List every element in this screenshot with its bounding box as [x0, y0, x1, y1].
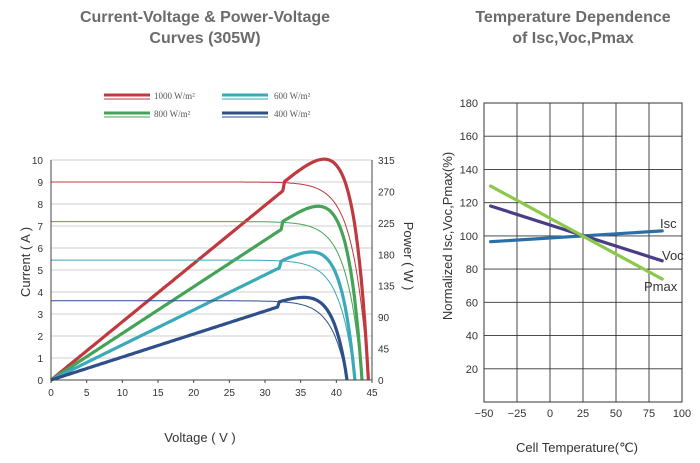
- iv-x-axis-label: Voltage ( V ): [164, 430, 236, 445]
- iv-axes: 0 5 10 15 20 25 30 35 40 450123456789100459013518…: [32, 156, 395, 399]
- iv-y-tick-label: 5: [37, 266, 43, 277]
- iv-y2-tick-label: 135: [378, 282, 395, 293]
- iv-chart-title-line2: Curves (305W): [149, 30, 260, 47]
- iv-y-axis-label: Current ( A ): [18, 227, 33, 297]
- iv-legend: 1000 W/m² 800 W/m² 600 W/m² 400 W/m²: [104, 91, 311, 119]
- temp-x-tick-label: 50: [610, 408, 622, 420]
- iv-y-tick-label: 8: [37, 200, 43, 211]
- temp-series-label: Pmax: [644, 279, 678, 294]
- iv-y-tick-label: 7: [37, 222, 43, 233]
- iv-x-tick-label: 0: [48, 388, 54, 399]
- temp-series-line: [489, 229, 664, 244]
- iv-x-tick-label: 15: [152, 388, 164, 399]
- iv-y-tick-label: 3: [37, 310, 43, 321]
- temp-grid: [483, 102, 683, 403]
- temp-y-axis-label: Normalized Isc,Voc,Pmax(%): [440, 152, 455, 320]
- temp-series-label: Voc: [662, 248, 684, 263]
- iv-x-tick-label: 10: [117, 388, 129, 399]
- iv-y2-tick-label: 0: [378, 376, 384, 387]
- iv-power-curve: [50, 250, 357, 382]
- iv-y2-axis-label: Power ( W ): [401, 222, 416, 291]
- iv-x-tick-label: 40: [331, 388, 343, 399]
- iv-x-tick-label: 30: [259, 388, 271, 399]
- iv-y-tick-label: 1: [37, 354, 43, 365]
- iv-y-tick-label: 2: [37, 332, 43, 343]
- iv-y2-tick-label: 45: [378, 345, 390, 356]
- iv-y2-tick-label: 90: [378, 313, 390, 324]
- iv-chart-title-line1: Current-Voltage & Power-Voltage: [80, 9, 330, 26]
- temp-x-axis-label: Cell Temperature(℃): [516, 440, 638, 455]
- temp-x-tick-label: 25: [577, 408, 589, 420]
- temp-y-tick-label: 80: [466, 264, 478, 276]
- temp-y-tick-label: 100: [460, 231, 478, 243]
- temp-axes: −50 −25 0 25 50 75 100 20 40 60 80 100 120 140 160 180: [460, 98, 692, 420]
- iv-y-tick-label: 9: [37, 178, 43, 189]
- temp-chart-title-line2: of Isc,Voc,Pmax: [512, 30, 634, 47]
- iv-y2-tick-label: 270: [378, 187, 395, 198]
- temp-y-tick-label: 40: [466, 331, 478, 343]
- iv-y2-tick-label: 315: [378, 156, 395, 167]
- temp-x-tick-label: 0: [547, 408, 553, 420]
- iv-current-curve: [51, 300, 348, 381]
- temp-x-tick-label: −50: [475, 408, 494, 420]
- iv-y2-tick-label: 180: [378, 250, 395, 261]
- temp-y-tick-label: 60: [466, 297, 478, 309]
- temp-series-label: Isc: [660, 216, 677, 231]
- temp-y-tick-label: 180: [460, 98, 478, 110]
- iv-y2-tick-label: 225: [378, 219, 395, 230]
- iv-y-tick-label: 6: [37, 244, 43, 255]
- iv-power-curve: [50, 295, 349, 382]
- temp-y-tick-label: 120: [460, 198, 478, 210]
- iv-x-tick-label: 20: [188, 388, 200, 399]
- temp-lines: Isc Voc Pmax: [489, 184, 684, 294]
- temp-y-tick-label: 140: [460, 164, 478, 176]
- iv-legend-label: 1000 W/m²: [154, 91, 195, 101]
- iv-x-tick-label: 25: [224, 388, 236, 399]
- iv-x-tick-label: 35: [295, 388, 307, 399]
- iv-legend-label: 800 W/m²: [154, 109, 191, 119]
- iv-current-curve: [51, 181, 369, 381]
- iv-current-curve: [51, 259, 356, 381]
- iv-legend-label: 600 W/m²: [274, 91, 311, 101]
- iv-curves: [49, 157, 370, 382]
- temp-series-line: [489, 184, 664, 281]
- iv-power-curve: [49, 157, 370, 382]
- temp-x-tick-label: 75: [643, 408, 655, 420]
- temp-y-tick-label: 160: [460, 131, 478, 143]
- iv-x-tick-label: 45: [366, 388, 378, 399]
- temp-x-tick-label: 100: [673, 408, 691, 420]
- iv-x-tick-label: 5: [84, 388, 90, 399]
- temp-chart-title-line1: Temperature Dependence: [475, 9, 670, 26]
- iv-y-tick-label: 0: [37, 376, 43, 387]
- iv-y-tick-label: 10: [32, 156, 44, 167]
- temp-x-tick-label: −25: [508, 408, 527, 420]
- iv-legend-label: 400 W/m²: [274, 109, 311, 119]
- iv-current-curve: [51, 221, 363, 381]
- temp-y-tick-label: 20: [466, 364, 478, 376]
- iv-y-tick-label: 4: [37, 288, 43, 299]
- iv-power-curve: [50, 204, 364, 382]
